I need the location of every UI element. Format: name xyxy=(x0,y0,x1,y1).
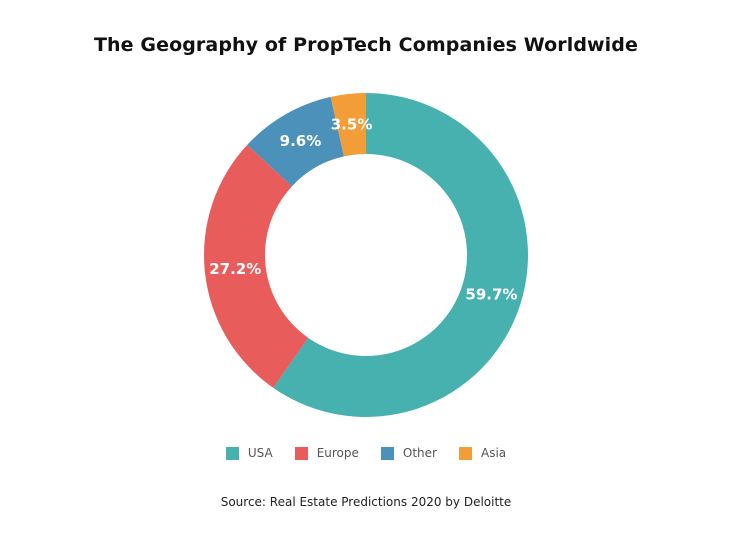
slice-usa xyxy=(273,93,528,417)
legend-item-other: Other xyxy=(380,446,437,460)
slice-asia xyxy=(330,93,366,157)
legend-item-asia: Asia xyxy=(458,446,507,460)
legend-swatch-other xyxy=(380,446,394,460)
slice-label-asia: 3.5% xyxy=(331,115,373,133)
legend-label-other: Other xyxy=(402,446,437,460)
slice-label-other: 9.6% xyxy=(280,132,322,150)
slice-europe xyxy=(203,144,309,388)
legend-item-usa: USA xyxy=(225,446,273,460)
legend-label-usa: USA xyxy=(247,446,273,460)
legend-swatch-usa xyxy=(225,446,239,460)
slice-label-europe: 27.2% xyxy=(209,260,261,278)
chart-title: The Geography of PropTech Companies Worl… xyxy=(94,34,638,56)
source-note: Source: Real Estate Predictions 2020 by … xyxy=(220,495,512,509)
legend-swatch-asia xyxy=(458,446,472,460)
legend: USA Europe Other Asia xyxy=(0,446,732,460)
legend-swatch-europe xyxy=(294,446,308,460)
slice-label-usa: 59.7% xyxy=(465,285,517,303)
legend-label-europe: Europe xyxy=(316,446,359,460)
legend-label-asia: Asia xyxy=(480,446,507,460)
slice-other xyxy=(247,96,344,187)
legend-item-europe: Europe xyxy=(294,446,359,460)
